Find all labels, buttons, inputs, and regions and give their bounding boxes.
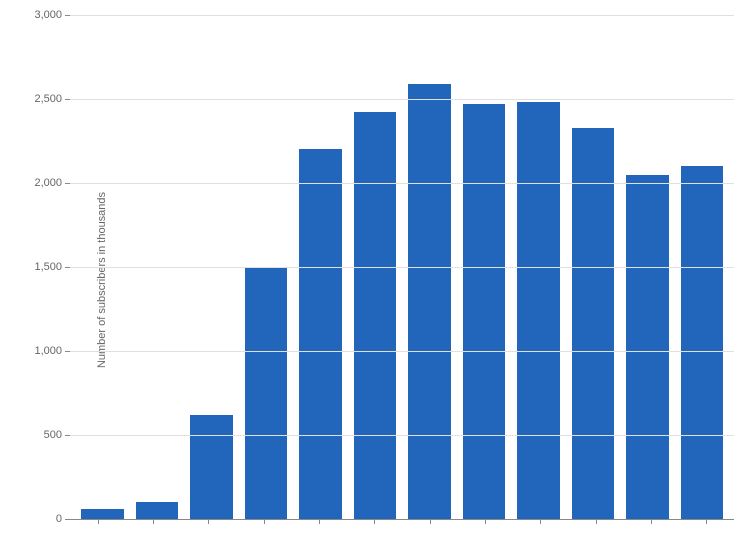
x-tick-mark <box>208 519 209 524</box>
bar <box>681 166 724 519</box>
x-tick-mark <box>485 519 486 524</box>
x-tick-mark <box>264 519 265 524</box>
x-tick-mark <box>430 519 431 524</box>
y-tick-label: 2,500 <box>34 93 62 105</box>
chart-plot-area: 05001,0001,5002,0002,5003,000 <box>70 15 734 520</box>
bar <box>245 267 288 519</box>
y-tick-mark <box>65 99 70 100</box>
x-tick-mark <box>596 519 597 524</box>
x-tick-mark <box>98 519 99 524</box>
bar <box>517 102 560 519</box>
gridline <box>70 267 734 268</box>
y-tick-label: 3,000 <box>34 9 62 21</box>
y-tick-mark <box>65 183 70 184</box>
gridline <box>70 15 734 16</box>
y-tick-mark <box>65 267 70 268</box>
gridline <box>70 183 734 184</box>
x-tick-mark <box>706 519 707 524</box>
bar <box>408 84 451 519</box>
bar <box>299 149 342 519</box>
gridline <box>70 351 734 352</box>
y-tick-mark <box>65 435 70 436</box>
y-tick-mark <box>65 519 70 520</box>
bar <box>81 509 124 519</box>
y-tick-label: 1,000 <box>34 345 62 357</box>
bar <box>190 415 233 519</box>
x-tick-mark <box>374 519 375 524</box>
bar <box>463 104 506 519</box>
y-tick-label: 0 <box>56 513 62 525</box>
bar <box>354 112 397 519</box>
x-tick-mark <box>153 519 154 524</box>
bar <box>572 128 615 519</box>
y-tick-mark <box>65 351 70 352</box>
gridline <box>70 99 734 100</box>
y-tick-label: 1,500 <box>34 261 62 273</box>
x-tick-mark <box>319 519 320 524</box>
bar <box>626 175 669 519</box>
gridline <box>70 435 734 436</box>
y-tick-mark <box>65 15 70 16</box>
x-tick-mark <box>651 519 652 524</box>
y-tick-label: 2,000 <box>34 177 62 189</box>
x-tick-mark <box>540 519 541 524</box>
y-tick-label: 500 <box>44 429 62 441</box>
bar <box>136 502 179 519</box>
